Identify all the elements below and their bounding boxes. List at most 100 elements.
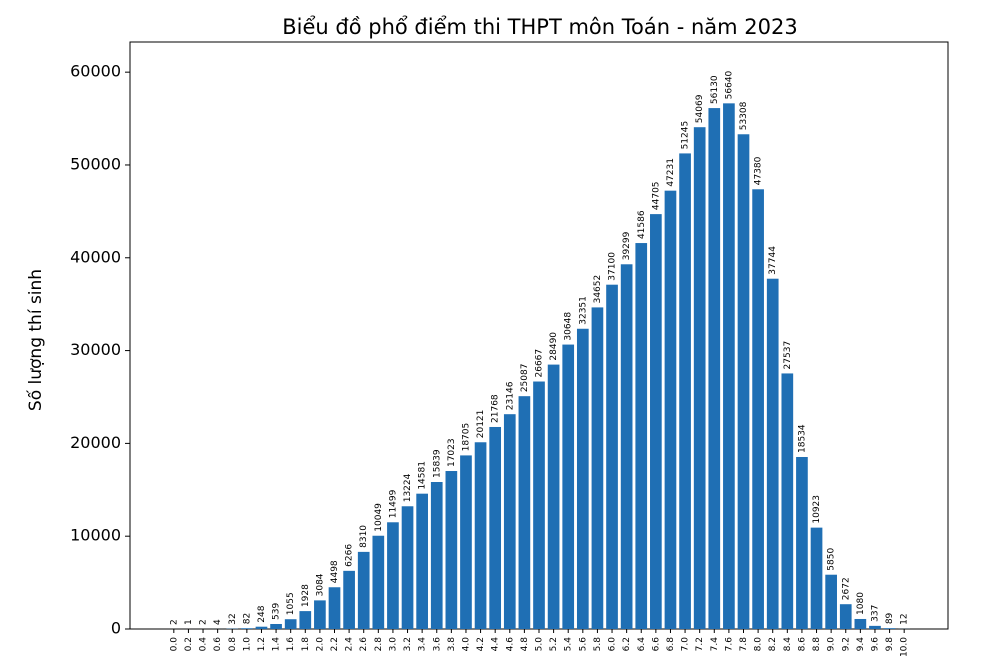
data-label: 53308 bbox=[739, 101, 749, 130]
x-tick-label: 7.2 bbox=[695, 637, 705, 651]
bar bbox=[664, 190, 677, 629]
data-label: 25087 bbox=[520, 364, 530, 393]
bar bbox=[372, 535, 385, 629]
bar bbox=[723, 103, 735, 630]
data-label: 18534 bbox=[797, 424, 807, 453]
x-tick-label: 8.6 bbox=[797, 637, 807, 652]
bar bbox=[737, 134, 750, 629]
bar bbox=[766, 278, 779, 629]
data-label: 47231 bbox=[666, 158, 676, 187]
data-label: 32351 bbox=[578, 296, 588, 325]
bar bbox=[387, 522, 399, 629]
bar bbox=[357, 551, 370, 629]
x-tick-label: 4.0 bbox=[461, 637, 471, 652]
x-tick-label: 4.8 bbox=[520, 637, 530, 652]
data-label: 13224 bbox=[403, 473, 413, 502]
data-label: 21768 bbox=[491, 394, 501, 423]
data-label: 37100 bbox=[608, 252, 618, 281]
bar bbox=[255, 626, 268, 629]
y-axis-label: Số lượng thí sinh bbox=[25, 269, 46, 411]
y-tick-label: 60000 bbox=[70, 62, 121, 81]
x-tick-label: 2.6 bbox=[359, 637, 369, 652]
x-tick-label: 1.0 bbox=[242, 637, 252, 652]
x-tick-label: 8.4 bbox=[783, 637, 793, 652]
y-tick-label: 0 bbox=[111, 619, 121, 638]
y-tick-label: 30000 bbox=[70, 340, 121, 359]
data-label: 1055 bbox=[286, 592, 296, 615]
x-tick-label: 6.4 bbox=[637, 637, 647, 652]
bar bbox=[489, 426, 502, 629]
data-label: 23146 bbox=[505, 381, 515, 410]
data-label: 41586 bbox=[637, 210, 647, 239]
data-label: 32 bbox=[228, 613, 238, 624]
data-label: 1080 bbox=[856, 592, 866, 615]
bar bbox=[518, 396, 531, 629]
bar bbox=[679, 153, 691, 629]
x-tick-label: 3.0 bbox=[388, 637, 398, 652]
x-tick-label: 4.6 bbox=[505, 637, 515, 652]
bar bbox=[314, 600, 326, 629]
data-label: 51245 bbox=[681, 121, 691, 150]
x-tick-label: 9.8 bbox=[885, 637, 895, 652]
data-label: 37744 bbox=[768, 246, 778, 275]
x-tick-label: 9.2 bbox=[841, 637, 851, 651]
x-tick-label: 6.0 bbox=[608, 637, 618, 652]
data-label: 4498 bbox=[330, 560, 340, 583]
x-tick-label: 1.2 bbox=[257, 637, 267, 651]
data-label: 34652 bbox=[593, 275, 603, 304]
bar bbox=[416, 493, 428, 629]
bar bbox=[503, 414, 516, 629]
data-label: 539 bbox=[272, 603, 282, 620]
bar bbox=[650, 214, 662, 630]
x-tick-label: 7.8 bbox=[739, 637, 749, 652]
data-label: 47380 bbox=[754, 156, 764, 185]
data-label: 44705 bbox=[651, 181, 661, 210]
bar bbox=[562, 344, 575, 629]
data-label: 54069 bbox=[695, 94, 705, 123]
data-label: 10049 bbox=[374, 503, 384, 532]
x-tick-label: 5.4 bbox=[564, 637, 574, 652]
data-label: 10923 bbox=[812, 495, 822, 524]
data-label: 14581 bbox=[418, 461, 428, 490]
bar bbox=[445, 471, 458, 629]
bar bbox=[620, 264, 633, 629]
bar bbox=[576, 328, 589, 629]
data-label: 18705 bbox=[461, 423, 471, 452]
y-tick-label: 40000 bbox=[70, 247, 121, 266]
x-tick-label: 9.4 bbox=[856, 637, 866, 652]
x-tick-label: 2.4 bbox=[345, 637, 355, 652]
x-tick-label: 0.8 bbox=[228, 637, 238, 652]
bar bbox=[839, 604, 852, 629]
data-label: 1928 bbox=[301, 584, 311, 607]
data-label: 8310 bbox=[359, 525, 369, 548]
bar bbox=[708, 108, 721, 629]
y-tick-label: 50000 bbox=[70, 154, 121, 173]
x-tick-label: 8.0 bbox=[754, 637, 764, 652]
x-tick-label: 8.2 bbox=[768, 637, 778, 651]
data-label: 27537 bbox=[783, 341, 793, 370]
x-tick-label: 6.8 bbox=[666, 637, 676, 652]
data-label: 15839 bbox=[432, 449, 442, 478]
bar bbox=[781, 373, 794, 629]
data-label: 28490 bbox=[549, 332, 559, 361]
bar bbox=[474, 442, 487, 629]
data-label: 248 bbox=[257, 605, 267, 622]
y-tick-label: 10000 bbox=[70, 526, 121, 545]
chart-title: Biểu đồ phổ điểm thi THPT môn Toán - năm… bbox=[282, 15, 797, 39]
x-tick-label: 1.4 bbox=[272, 637, 282, 652]
x-tick-label: 1.6 bbox=[286, 637, 296, 652]
x-tick-label: 3.2 bbox=[403, 637, 413, 651]
x-tick-label: 6.2 bbox=[622, 637, 632, 651]
x-tick-label: 0.4 bbox=[199, 637, 209, 652]
data-label: 337 bbox=[870, 605, 880, 622]
x-tick-label: 3.6 bbox=[432, 637, 442, 652]
x-tick-label: 2.0 bbox=[315, 637, 325, 652]
data-label: 39299 bbox=[622, 231, 632, 260]
bar bbox=[796, 456, 808, 629]
data-label: 26667 bbox=[535, 349, 545, 378]
x-tick-label: 6.6 bbox=[651, 637, 661, 652]
bar bbox=[547, 364, 560, 629]
x-tick-label: 5.8 bbox=[593, 637, 603, 652]
data-label: 56640 bbox=[724, 70, 734, 99]
x-tick-label: 5.0 bbox=[535, 637, 545, 652]
